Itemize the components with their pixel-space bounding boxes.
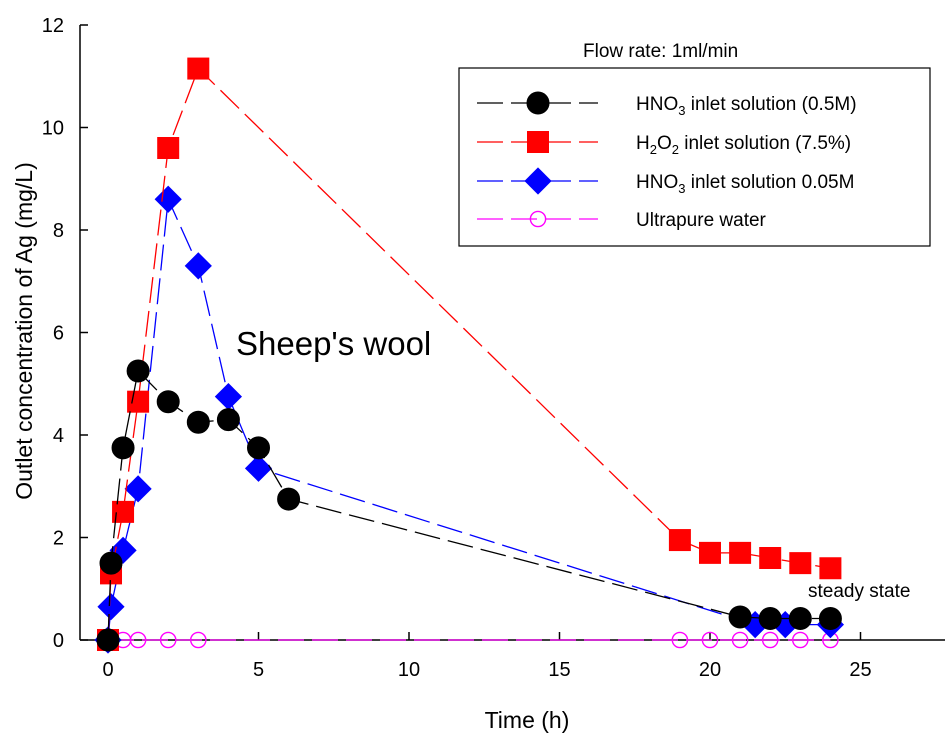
data-point: [759, 547, 782, 569]
data-point: [157, 137, 180, 159]
legend-label: H2O2 inlet solution (7.5%): [636, 133, 851, 157]
x-tick-label: 25: [849, 659, 871, 681]
data-point: [731, 631, 749, 649]
data-point: [126, 359, 150, 383]
data-point: [788, 606, 812, 630]
legend: HNO3 inlet solution (0.5M) H2O2 inlet sol…: [458, 67, 931, 247]
data-point: [699, 541, 721, 564]
data-point: [818, 606, 842, 630]
legend-title: Flow rate: 1ml/min: [583, 41, 738, 62]
x-axis-title: Time (h): [485, 707, 570, 733]
data-point: [529, 210, 547, 228]
y-ticks: 0 2 4 6 8 10 12: [42, 15, 88, 652]
data-point: [129, 631, 147, 649]
legend-label: Ultrapure water: [636, 210, 767, 231]
data-point: [244, 454, 273, 482]
data-point: [668, 529, 691, 552]
y-tick-label: 10: [42, 118, 64, 140]
x-tick-label: 5: [253, 659, 264, 681]
y-axis-title: Outlet concentration of Ag (mg/L): [11, 162, 37, 500]
data-point: [124, 475, 152, 503]
x-tick-label: 15: [548, 659, 570, 681]
annotation-sheeps-wool: Sheep's wool: [236, 325, 431, 362]
data-point: [189, 631, 207, 649]
data-point: [277, 487, 301, 511]
x-tick-label: 20: [699, 659, 721, 681]
y-tick-label: 12: [42, 15, 64, 37]
data-point: [112, 500, 135, 523]
data-point: [524, 167, 552, 195]
y-tick-label: 0: [53, 630, 64, 652]
data-point: [99, 551, 123, 575]
series-layer: [94, 57, 844, 654]
x-tick-label: 10: [398, 659, 420, 681]
data-point: [184, 252, 212, 280]
data-point: [111, 436, 135, 460]
data-point: [214, 382, 242, 411]
x-tick-label: 0: [102, 659, 113, 681]
legend-label: HNO3 inlet solution (0.5M): [636, 94, 857, 118]
data-point: [527, 131, 549, 153]
data-point: [671, 631, 689, 649]
annotation-steady-state: steady state: [808, 581, 910, 602]
data-point: [819, 557, 842, 580]
series-line: [107, 196, 831, 641]
data-point: [187, 57, 210, 80]
data-point: [526, 91, 550, 115]
series-3: [99, 631, 839, 649]
data-point: [127, 390, 150, 413]
data-point: [154, 185, 182, 213]
y-tick-label: 8: [53, 220, 64, 242]
data-point: [216, 408, 240, 432]
y-tick-label: 4: [53, 425, 64, 447]
data-point: [729, 541, 752, 564]
series-line: [107, 369, 831, 641]
y-tick-label: 6: [53, 323, 64, 345]
x-ticks: 0 5 10 15 20 25: [102, 632, 872, 681]
data-point: [247, 436, 270, 460]
data-point: [96, 628, 120, 652]
series-1: [97, 57, 842, 651]
data-point: [792, 631, 809, 649]
data-point: [761, 631, 779, 649]
series-0: [96, 359, 842, 652]
data-point: [728, 605, 752, 629]
legend-label: HNO3 inlet solution 0.05M: [636, 172, 854, 196]
data-point: [97, 593, 125, 621]
data-point: [186, 410, 210, 434]
data-point: [701, 631, 719, 649]
data-point: [789, 552, 812, 575]
data-point: [159, 631, 177, 649]
data-point: [758, 606, 782, 630]
y-tick-label: 2: [53, 528, 64, 550]
data-point: [156, 390, 180, 414]
